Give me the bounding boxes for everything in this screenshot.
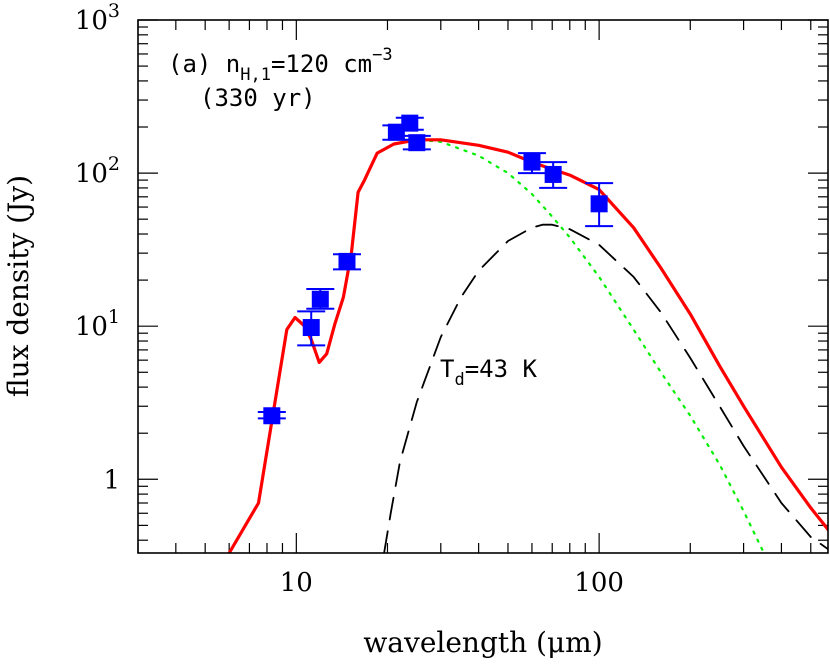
cold-dust-curve — [383, 223, 828, 553]
data-points — [257, 114, 614, 425]
tick-labels: 10 100 1 101 102 103 — [75, 0, 624, 598]
model-curves — [227, 138, 828, 553]
data-marker — [544, 165, 562, 183]
panel-annotation: (a) nH,1=120 cm−3 — [168, 45, 393, 85]
data-marker — [408, 134, 426, 152]
data-point — [297, 310, 326, 347]
data-point — [402, 134, 431, 152]
data-point — [517, 152, 546, 175]
x-tick-label: 100 — [574, 568, 624, 598]
x-tick-label: 10 — [280, 568, 313, 598]
plot-frame — [137, 19, 829, 554]
data-point — [257, 407, 286, 425]
total-model-curve — [227, 138, 828, 553]
data-point — [585, 182, 614, 228]
y-tick-label: 101 — [75, 306, 120, 342]
y-tick-label: 103 — [75, 0, 120, 36]
age-annotation: (330 yr) — [200, 84, 316, 112]
data-marker — [302, 319, 320, 337]
data-marker — [387, 123, 405, 141]
data-point — [306, 287, 335, 310]
axis-ticks — [137, 19, 828, 553]
shell-component-curve — [228, 138, 765, 553]
data-marker — [311, 290, 329, 308]
data-point — [539, 161, 568, 189]
dust-temperature-label: Td=43 K — [440, 355, 538, 390]
data-marker — [338, 252, 356, 270]
y-axis-title: flux density (Jy) — [2, 175, 35, 397]
x-axis-title: wavelength (μm) — [363, 626, 602, 659]
y-tick-label: 1 — [103, 465, 120, 495]
y-tick-label: 102 — [75, 153, 120, 189]
data-point — [382, 123, 411, 141]
data-marker — [401, 114, 419, 132]
data-marker — [590, 195, 608, 213]
data-marker — [523, 153, 541, 171]
data-point — [395, 114, 424, 132]
data-point — [332, 252, 361, 271]
data-marker — [263, 407, 281, 425]
